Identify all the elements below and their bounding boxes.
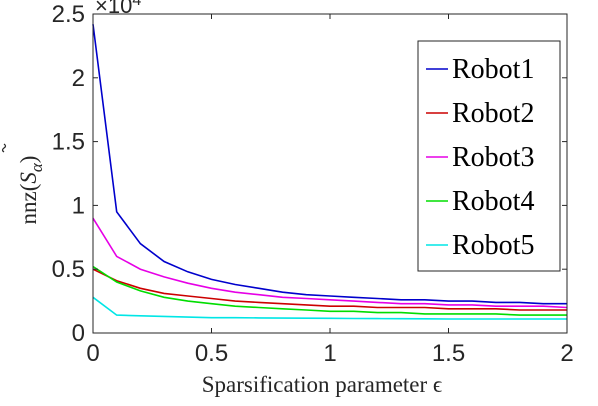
x-tick-label: 0 (86, 340, 99, 367)
series-line-robot3 (92, 217, 568, 309)
x-tick-label: 1 (323, 340, 336, 367)
series-line-robot2 (92, 268, 567, 311)
y-tick-label: 2.5 (52, 1, 85, 28)
x-axis-label: Sparsification parameter ϵ (202, 372, 443, 397)
series-line-robot1 (92, 24, 567, 305)
series-layer (92, 24, 568, 320)
axes-layer (92, 13, 568, 334)
y-tick-label: 0.5 (52, 256, 85, 283)
y-axis-label-close: ) (16, 156, 41, 164)
legend: Robot1 Robot2 Robot3 Robot4 Robot5 (417, 40, 561, 272)
legend-entry-robot5: Robot5 (452, 230, 534, 261)
y-axis-label: nnz(Sα) (16, 156, 46, 225)
legend-entry-robot3: Robot3 (452, 142, 534, 173)
y-axis-label-subscript: α (27, 162, 46, 172)
y-tick-label: 2 (72, 65, 85, 92)
legend-entry-robot4: Robot4 (452, 186, 534, 217)
labels-layer: 0 0.5 1 1.5 2 0 0.5 1 1.5 2 2.5 ×104 Sparsification … (1, 0, 574, 397)
x-tick-label: 1.5 (432, 340, 465, 367)
y-tick-label: 0 (72, 320, 85, 347)
series-line-robot5 (92, 296, 567, 320)
legend-entry-robot2: Robot2 (452, 98, 534, 129)
series-line-robot4 (92, 265, 567, 316)
y-axis-label-symbol: S (16, 172, 41, 184)
legend-entry-robot1: Robot1 (452, 54, 534, 85)
y-tick-label: 1.5 (52, 129, 85, 156)
tilde-accent (1, 143, 7, 153)
y-tick-label: 1 (72, 192, 85, 219)
x-tick-label: 2 (560, 340, 573, 367)
legend-box (417, 40, 561, 272)
x-tick-label: 0.5 (195, 340, 228, 367)
y-axis-label-main: nnz( (16, 184, 41, 225)
y-axis-multiplier: ×104 (95, 0, 141, 18)
y-axis-multiplier-exponent: 4 (132, 0, 141, 9)
